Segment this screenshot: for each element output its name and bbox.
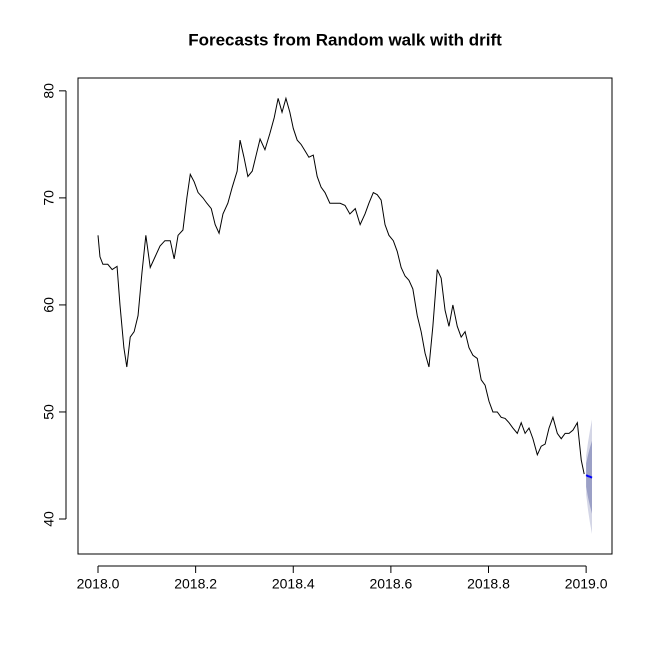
x-tick-label: 2018.8 xyxy=(467,576,510,592)
x-tick-label: 2019.0 xyxy=(565,576,608,592)
series-line xyxy=(97,96,585,475)
x-tick-label: 2018.4 xyxy=(272,576,315,592)
plot-box xyxy=(77,77,613,555)
y-tick-label: 80 xyxy=(41,83,57,99)
y-tick-label: 70 xyxy=(41,190,57,206)
forecast-line xyxy=(585,474,593,479)
x-tick-label: 2018.0 xyxy=(77,576,120,592)
y-tick-label: 40 xyxy=(41,511,57,527)
x-tick-label: 2018.6 xyxy=(369,576,412,592)
y-tick-label: 50 xyxy=(41,404,57,420)
chart-title: Forecasts from Random walk with drift xyxy=(188,30,502,49)
x-tick-label: 2018.2 xyxy=(174,576,217,592)
y-tick-label: 60 xyxy=(41,297,57,313)
